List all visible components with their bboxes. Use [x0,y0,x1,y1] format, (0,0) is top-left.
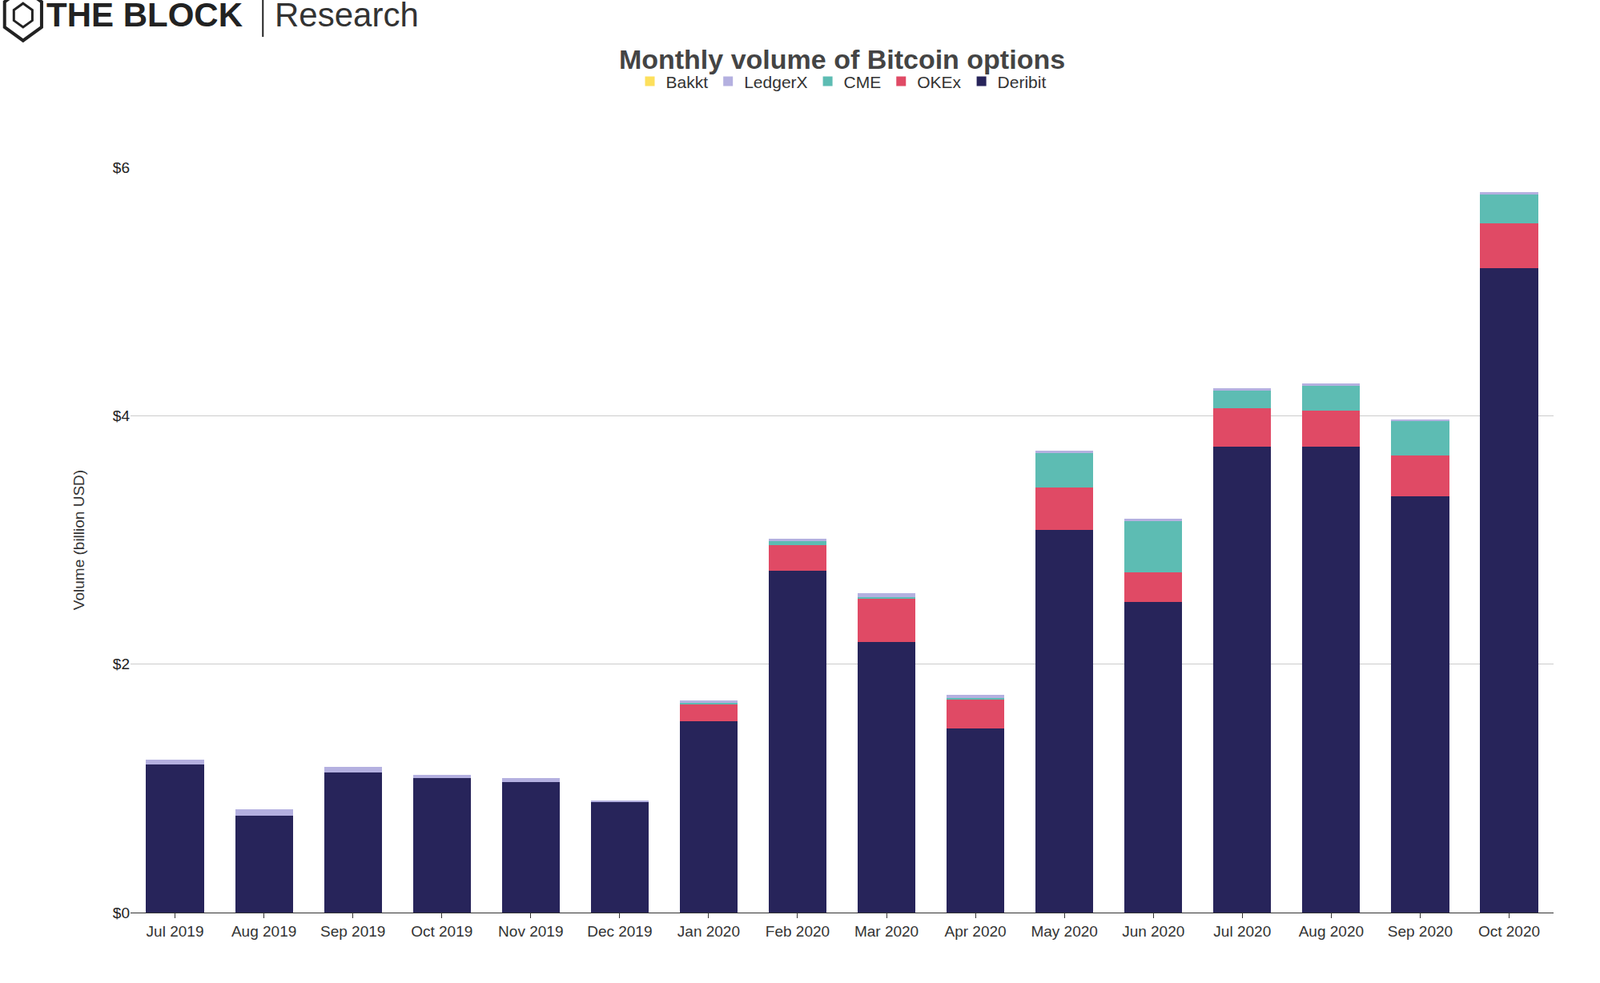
svg-text:Deribit: Deribit [997,72,1047,92]
svg-text:Monthly volume of Bitcoin opti: Monthly volume of Bitcoin options [619,44,1066,75]
svg-text:Sep 2020: Sep 2020 [1387,923,1453,941]
svg-text:Oct 2020: Oct 2020 [1478,923,1540,941]
svg-text:May 2020: May 2020 [1030,923,1098,941]
svg-text:$0: $0 [112,904,130,922]
svg-text:Jul 2019: Jul 2019 [146,923,205,941]
svg-text:Mar 2020: Mar 2020 [854,923,919,941]
svg-text:Apr 2020: Apr 2020 [944,923,1007,941]
svg-text:Dec 2019: Dec 2019 [586,923,652,941]
svg-text:THE BLOCK: THE BLOCK [46,0,243,34]
svg-text:Feb 2020: Feb 2020 [765,923,830,941]
svg-text:OKEx: OKEx [916,72,961,92]
svg-text:Jul 2020: Jul 2020 [1213,923,1271,941]
svg-text:Research: Research [274,0,419,34]
svg-text:LedgerX: LedgerX [743,72,808,92]
svg-text:Jan 2020: Jan 2020 [677,923,740,941]
svg-text:Aug 2020: Aug 2020 [1298,923,1364,941]
svg-text:Nov 2019: Nov 2019 [498,923,563,941]
svg-text:Aug 2019: Aug 2019 [231,923,297,941]
svg-text:$6: $6 [112,159,130,177]
svg-text:$2: $2 [112,655,130,673]
svg-text:Oct 2019: Oct 2019 [410,923,473,941]
svg-text:$4: $4 [112,407,131,425]
svg-text:Jun 2020: Jun 2020 [1121,923,1185,941]
svg-text:Sep 2019: Sep 2019 [320,923,386,941]
svg-text:CME: CME [844,72,882,92]
svg-text:Bakkt: Bakkt [666,72,709,92]
svg-text:Volume (billion USD): Volume (billion USD) [70,470,88,611]
